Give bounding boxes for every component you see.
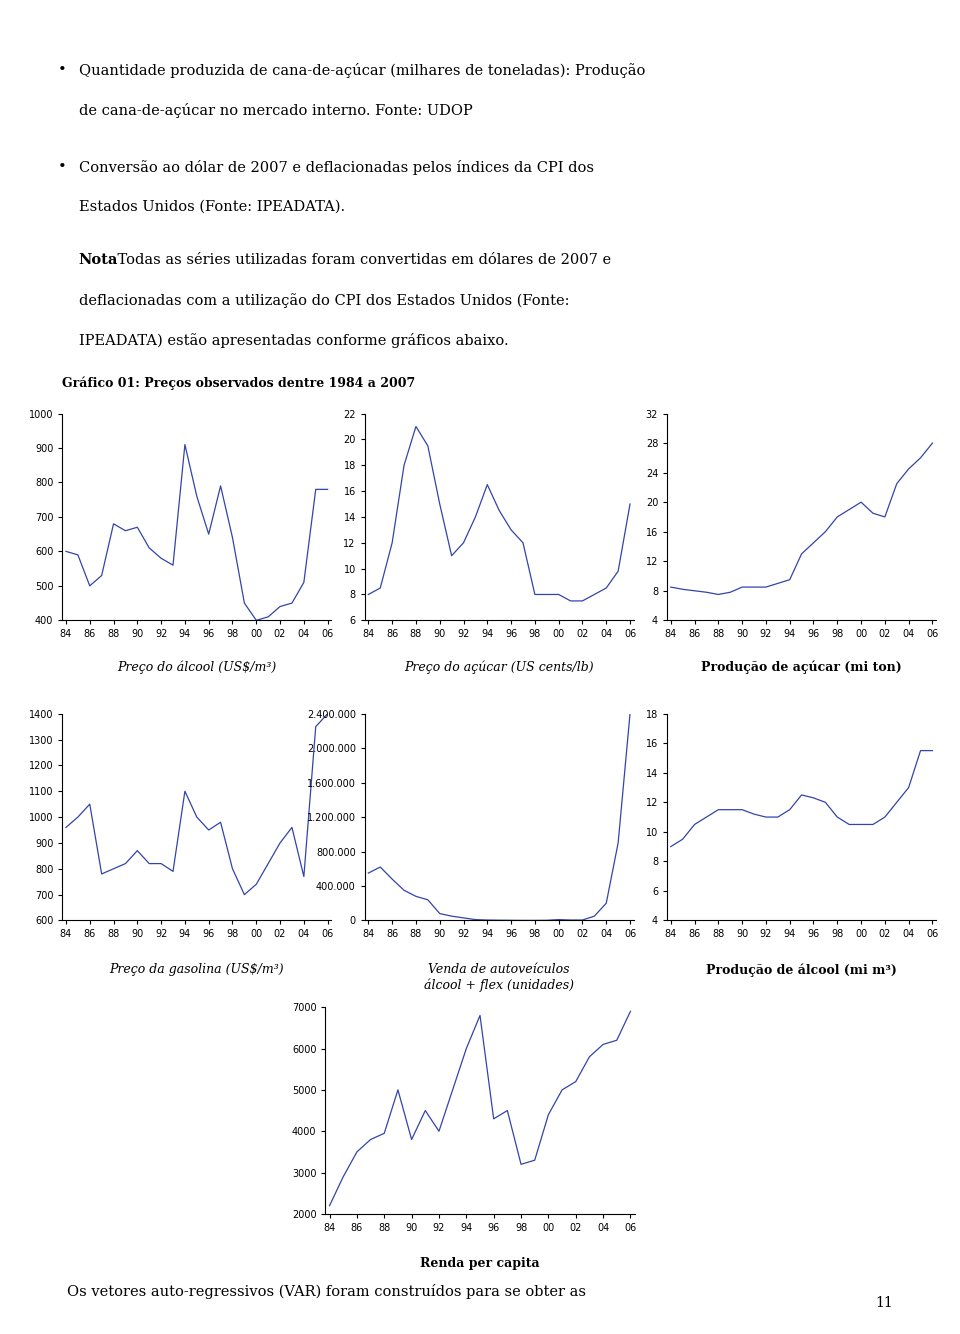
Text: Gráfico 01: Preços observados dentre 1984 a 2007: Gráfico 01: Preços observados dentre 198… (62, 376, 416, 390)
Text: deflacionadas com a utilização do CPI dos Estados Unidos (Fonte:: deflacionadas com a utilização do CPI do… (79, 293, 569, 308)
Text: de cana-de-açúcar no mercado interno. Fonte: UDOP: de cana-de-açúcar no mercado interno. Fo… (79, 103, 472, 117)
Text: Venda de autoveículos
álcool + flex (unidades): Venda de autoveículos álcool + flex (uni… (424, 963, 574, 991)
Text: Os vetores auto-regressivos (VAR) foram construídos para se obter as: Os vetores auto-regressivos (VAR) foram … (67, 1285, 587, 1299)
Text: Conversão ao dólar de 2007 e deflacionadas pelos índices da CPI dos: Conversão ao dólar de 2007 e deflacionad… (79, 160, 593, 175)
Text: Preço da gasolina (US$/m³): Preço da gasolina (US$/m³) (109, 963, 284, 976)
Text: IPEADATA) estão apresentadas conforme gráficos abaixo.: IPEADATA) estão apresentadas conforme gr… (79, 334, 509, 348)
Text: •: • (58, 160, 66, 173)
Text: •: • (58, 63, 66, 76)
Text: Produção de açúcar (mi ton): Produção de açúcar (mi ton) (701, 660, 902, 674)
Text: 11: 11 (876, 1297, 893, 1310)
Text: Estados Unidos (Fonte: IPEADATA).: Estados Unidos (Fonte: IPEADATA). (79, 200, 345, 213)
Text: Nota: Nota (79, 253, 118, 267)
Text: Quantidade produzida de cana-de-açúcar (milhares de toneladas): Produção: Quantidade produzida de cana-de-açúcar (… (79, 63, 645, 77)
Text: Produção de álcool (mi m³): Produção de álcool (mi m³) (707, 963, 897, 976)
Text: : Todas as séries utilizadas foram convertidas em dólares de 2007 e: : Todas as séries utilizadas foram conve… (108, 253, 611, 267)
Text: Preço do açúcar (US cents/lb): Preço do açúcar (US cents/lb) (404, 660, 594, 674)
Text: Preço do álcool (US$/m³): Preço do álcool (US$/m³) (117, 660, 276, 674)
Text: Renda per capita: Renda per capita (420, 1257, 540, 1270)
